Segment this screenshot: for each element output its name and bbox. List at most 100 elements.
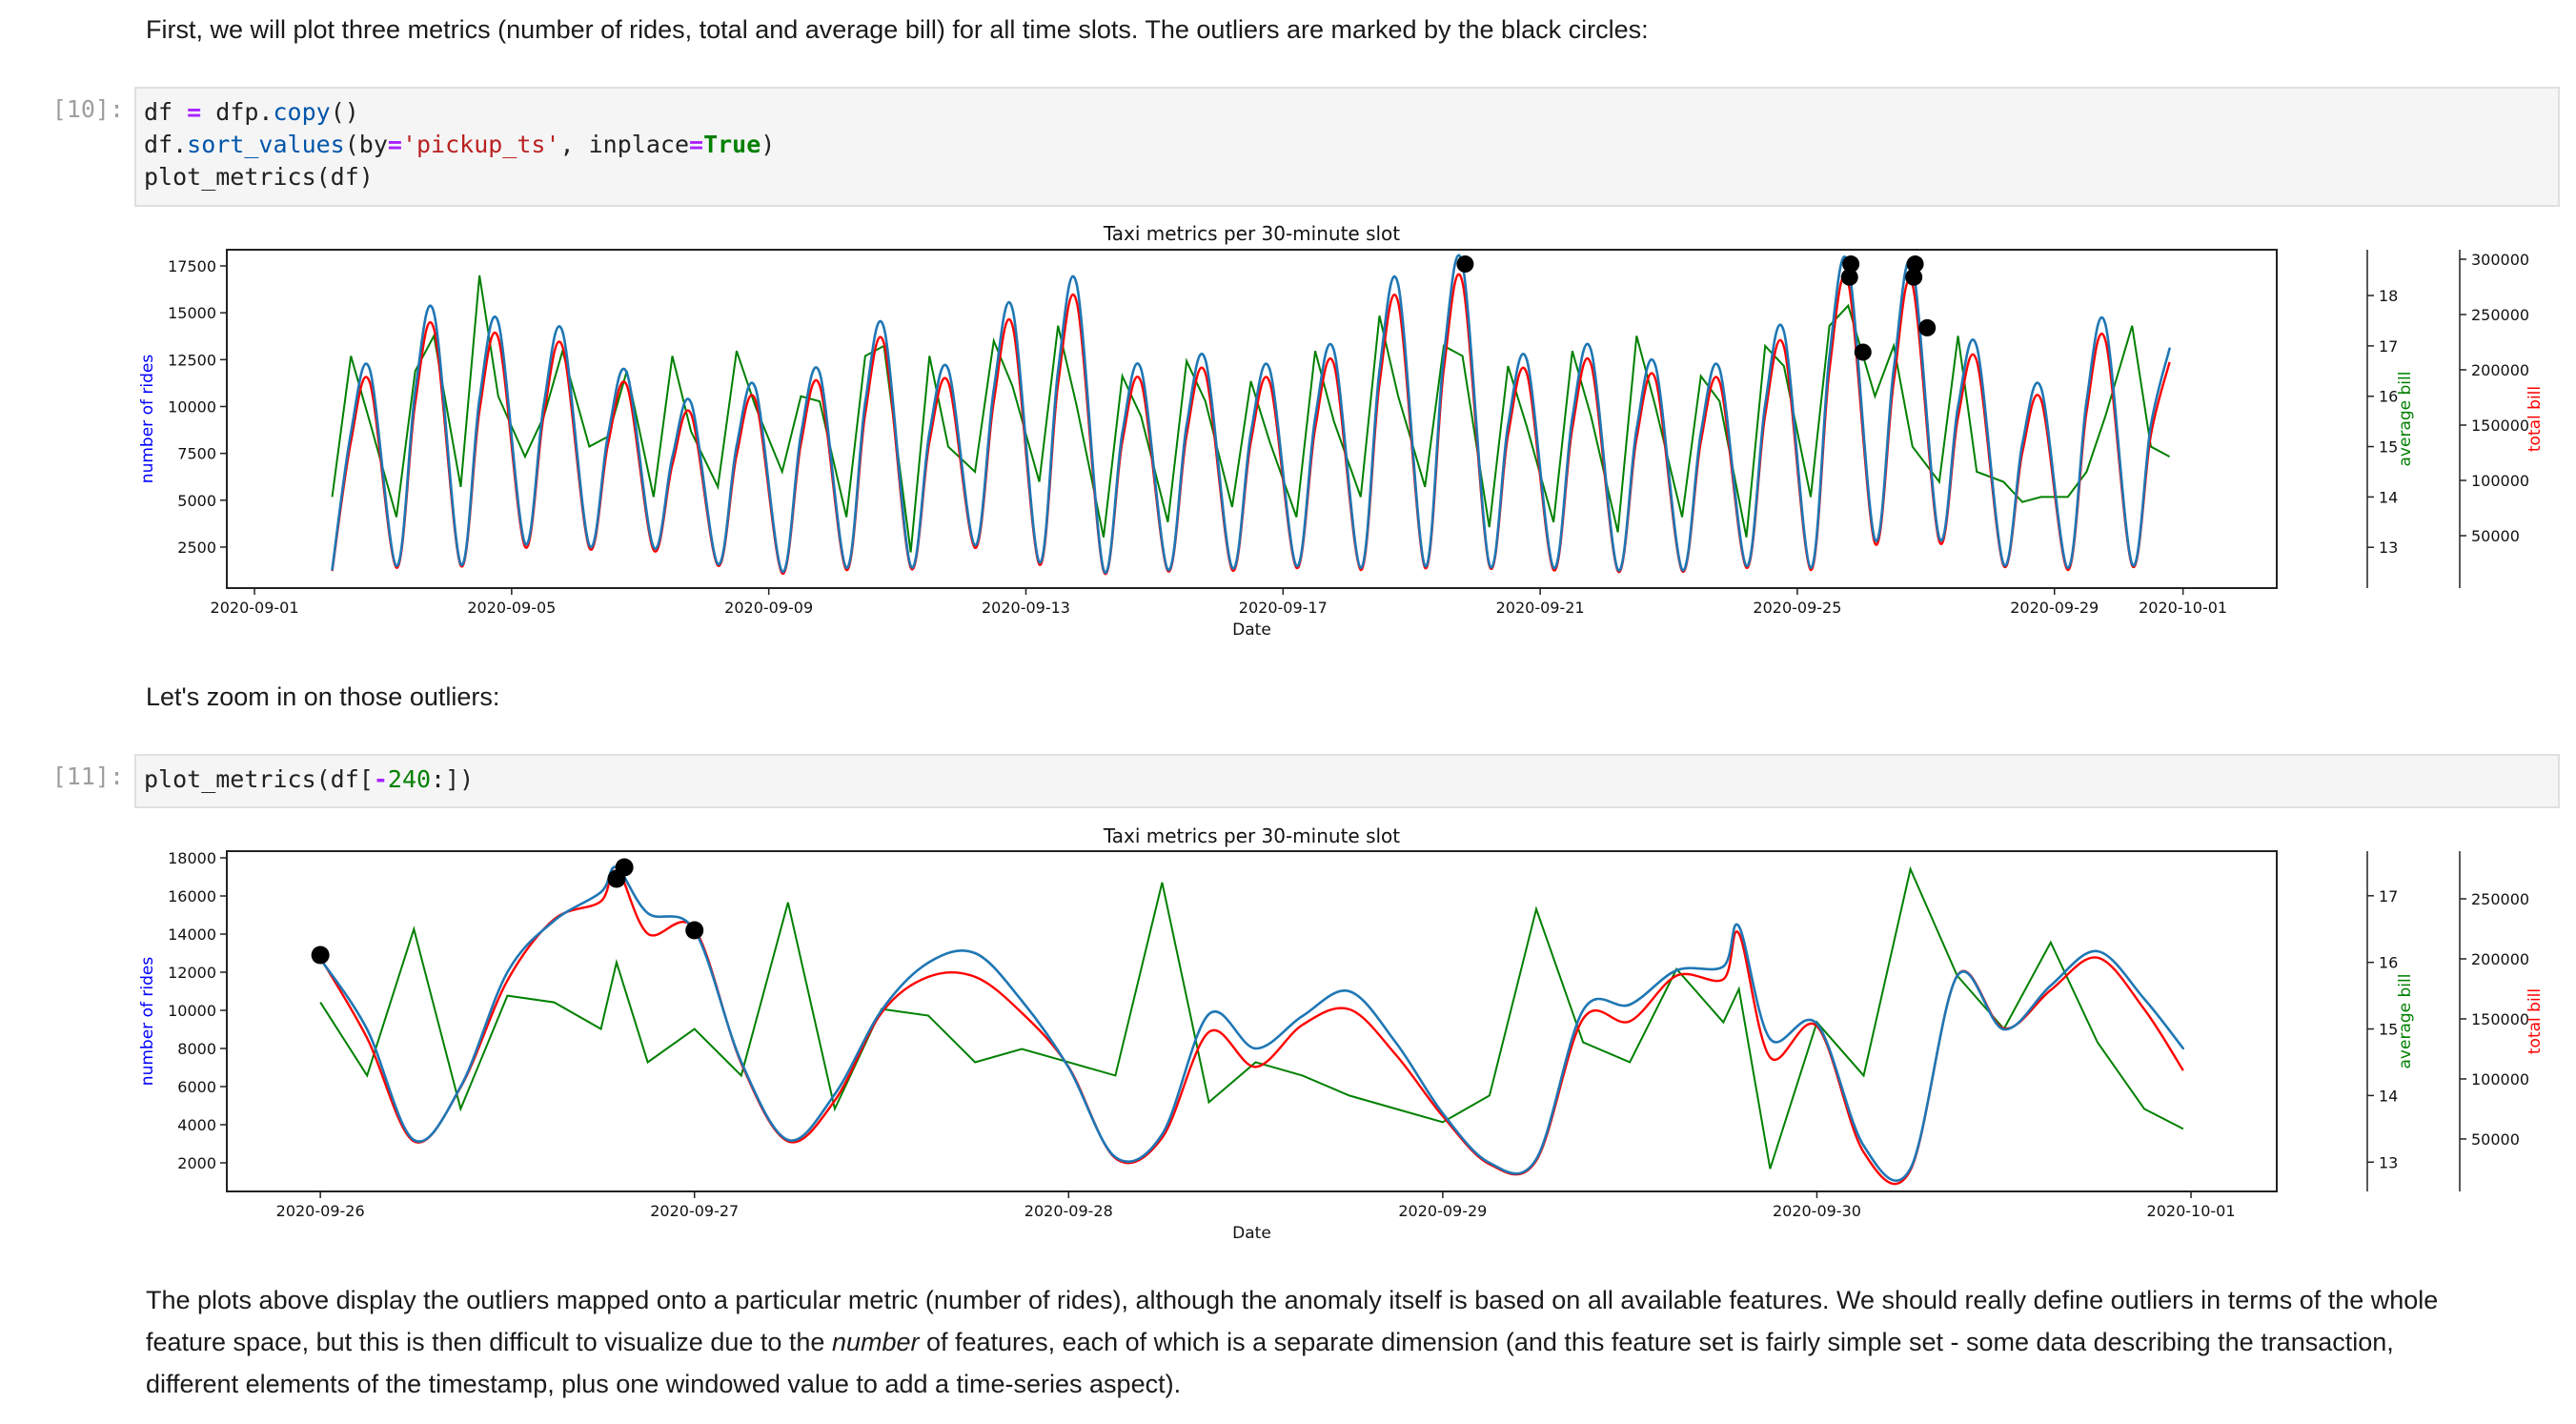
y2-tick-label: 17 bbox=[2379, 887, 2398, 905]
rides-point bbox=[459, 562, 462, 565]
intro-text: First, we will plot three metrics (numbe… bbox=[146, 15, 1649, 44]
rides-point bbox=[1185, 423, 1188, 427]
x-tick-label: 2020-09-21 bbox=[1496, 599, 1585, 617]
rides-point bbox=[717, 562, 720, 565]
rides-point bbox=[689, 401, 693, 404]
rides-point bbox=[1442, 355, 1446, 357]
rides-point bbox=[1057, 369, 1060, 373]
x-tick-label: 2020-09-26 bbox=[276, 1202, 365, 1220]
rides-point bbox=[1628, 1003, 1632, 1007]
code-token: 'pickup_ts' bbox=[401, 131, 560, 158]
outlier-marker bbox=[1906, 255, 1924, 274]
rides-point bbox=[1102, 568, 1105, 571]
x-tick-label: 2020-09-28 bbox=[1024, 1202, 1113, 1220]
rides-point bbox=[2096, 949, 2099, 953]
y2-tick-label: 17 bbox=[2379, 337, 2398, 356]
code-editor[interactable]: plot_metrics(df[-240:]) bbox=[136, 756, 2558, 804]
rides-point bbox=[350, 431, 353, 435]
rides-point bbox=[1488, 1161, 1491, 1165]
code-token: = bbox=[187, 98, 202, 126]
rides-point bbox=[1525, 358, 1529, 361]
rides-point bbox=[2002, 1027, 2005, 1031]
rides-point bbox=[368, 367, 372, 371]
rides-point bbox=[2039, 386, 2042, 390]
outlier-marker bbox=[685, 921, 704, 940]
rides-point bbox=[1976, 345, 1978, 348]
y3-tick-label: 200000 bbox=[2471, 361, 2529, 379]
rides-point bbox=[331, 568, 334, 571]
code-line: df = dfp.copy() bbox=[144, 96, 2550, 129]
y3-tick-label: 200000 bbox=[2471, 950, 2529, 968]
rides-point bbox=[754, 386, 757, 390]
code-token: True bbox=[703, 131, 761, 158]
y3-tick-label: 50000 bbox=[2471, 527, 2520, 545]
x-tick-label: 2020-09-17 bbox=[1239, 599, 1328, 617]
rides-point bbox=[1424, 564, 1427, 567]
rides-point bbox=[1359, 566, 1362, 569]
rides-point bbox=[625, 371, 628, 375]
rides-point bbox=[477, 397, 481, 400]
rides-point bbox=[1815, 1022, 1818, 1026]
x-tick-label: 2020-09-09 bbox=[724, 599, 813, 617]
y3-tick-label: 300000 bbox=[2471, 251, 2529, 269]
rides-point bbox=[2168, 347, 2171, 350]
rides-point bbox=[1909, 1167, 1912, 1170]
outlier-marker bbox=[1456, 255, 1474, 274]
x-axis-label: Date bbox=[1232, 620, 1271, 640]
rides-point bbox=[542, 403, 545, 406]
rides-point bbox=[1166, 568, 1169, 571]
rides-point bbox=[1075, 283, 1079, 286]
code-token: sort_values bbox=[187, 131, 345, 158]
rides-point bbox=[1038, 560, 1041, 563]
x-axis-label: Date bbox=[1232, 1224, 1271, 1243]
y-tick-label: 2500 bbox=[177, 539, 216, 557]
y-tick-label: 6000 bbox=[177, 1078, 216, 1096]
outlier-marker bbox=[1854, 343, 1872, 361]
rides-point bbox=[1635, 427, 1638, 431]
x-tick-label: 2020-09-29 bbox=[2010, 599, 2099, 617]
rides-point bbox=[1332, 349, 1335, 352]
rides-point bbox=[1581, 1008, 1585, 1012]
y2-tick-label: 18 bbox=[2379, 287, 2398, 305]
rides-point bbox=[671, 456, 674, 458]
rides-point bbox=[2103, 322, 2107, 326]
code-token: df bbox=[144, 98, 188, 126]
code-token: copy bbox=[273, 98, 331, 126]
rides-point bbox=[1114, 1155, 1117, 1159]
rides-point bbox=[459, 1085, 462, 1088]
outlier-marker bbox=[1840, 268, 1858, 286]
rides-point bbox=[1268, 367, 1271, 371]
y-tick-label: 12000 bbox=[168, 964, 216, 982]
code-cell-10[interactable]: df = dfp.copy() df.sort_values(by='pickup… bbox=[134, 87, 2560, 207]
chart-title: Taxi metrics per 30-minute slot bbox=[1103, 824, 1400, 847]
rides-point bbox=[2181, 1047, 2185, 1050]
rides-point bbox=[1892, 367, 1896, 371]
code-token: = bbox=[689, 131, 704, 158]
y2-tick-label: 16 bbox=[2379, 954, 2398, 972]
code-cell-11[interactable]: plot_metrics(df[-240:]) bbox=[134, 754, 2560, 808]
plot-frame bbox=[226, 249, 2278, 589]
code-token: , inplace bbox=[559, 131, 689, 158]
y-tick-label: 8000 bbox=[177, 1040, 216, 1058]
rides-point bbox=[1828, 355, 1831, 357]
code-editor[interactable]: df = dfp.copy() df.sort_values(by='pickup… bbox=[136, 89, 2558, 201]
series-average-bill-line bbox=[319, 865, 2184, 1170]
y3-tick-label: 100000 bbox=[2471, 1070, 2529, 1088]
x-tick-label: 2020-09-30 bbox=[1773, 1202, 1861, 1220]
rides-point bbox=[1653, 364, 1657, 367]
code-token: () bbox=[330, 98, 359, 126]
x-tick-label: 2020-09-29 bbox=[1398, 1202, 1487, 1220]
rides-point bbox=[1021, 999, 1024, 1003]
rides-point bbox=[1394, 1041, 1398, 1045]
rides-point bbox=[863, 401, 867, 404]
x-tick-label: 2020-09-05 bbox=[467, 599, 556, 617]
y-tick-label: 16000 bbox=[168, 887, 216, 905]
code-line: plot_metrics(df) bbox=[144, 161, 2550, 193]
rides-point bbox=[2085, 399, 2088, 402]
rides-point bbox=[1121, 431, 1124, 435]
rides-point bbox=[882, 326, 885, 330]
rides-point bbox=[2149, 423, 2153, 427]
y-axis-label-total-bill: total bill bbox=[2525, 386, 2545, 452]
rides-point bbox=[1249, 431, 1252, 435]
